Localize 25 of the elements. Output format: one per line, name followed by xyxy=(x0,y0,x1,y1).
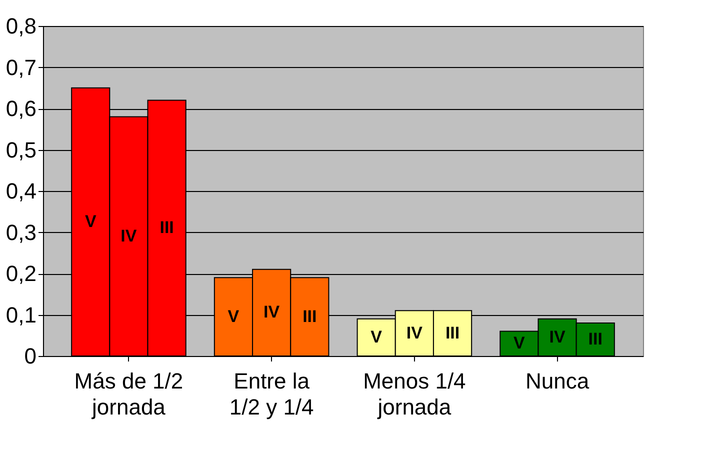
text: III xyxy=(160,218,174,238)
x-tick-label: Entre la 1/2 y 1/4 xyxy=(229,368,314,420)
x-tick-label: Más de 1/2 jornada xyxy=(74,368,184,420)
y-tick-label: 0,8 xyxy=(6,14,36,38)
y-tick-label: 0,6 xyxy=(6,96,36,121)
text: III xyxy=(302,306,317,326)
y-tick-label: 0 xyxy=(24,344,36,368)
text: IV xyxy=(264,302,280,322)
x-tick-label: Menos 1/4 jornada xyxy=(363,368,466,420)
text: IV xyxy=(120,226,137,246)
text: IV xyxy=(406,323,422,342)
y-tick-label: 0,5 xyxy=(6,137,36,162)
text: III xyxy=(445,323,460,342)
y-tick-label: 0,3 xyxy=(6,220,36,245)
y-tick-label: 0,1 xyxy=(6,302,36,328)
y-tick-label: 0,2 xyxy=(6,261,36,286)
y-tick-label: 0,7 xyxy=(6,54,36,80)
text: V xyxy=(370,327,382,346)
text: V xyxy=(228,306,240,326)
series-label: V xyxy=(514,334,526,353)
x-tick-label: Nunca xyxy=(525,368,590,394)
text: V xyxy=(84,212,96,231)
series-label: IV xyxy=(549,327,566,346)
series-label: III xyxy=(588,330,602,348)
y-tick-label: 0,4 xyxy=(6,178,36,204)
